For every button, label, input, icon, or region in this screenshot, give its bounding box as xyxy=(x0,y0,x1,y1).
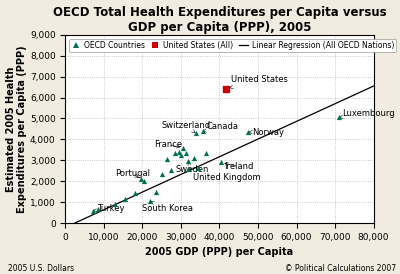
Point xyxy=(153,190,159,194)
Text: United Kingdom: United Kingdom xyxy=(188,168,260,182)
Point xyxy=(191,156,198,161)
Text: Luxembourg: Luxembourg xyxy=(339,109,395,119)
Point xyxy=(336,115,342,120)
Point xyxy=(199,129,206,134)
Point xyxy=(168,168,174,172)
Point xyxy=(180,145,186,150)
Y-axis label: Estimated 2005 Health
Expenditures per Capita (PPP): Estimated 2005 Health Expenditures per C… xyxy=(6,45,27,213)
Text: Ireland: Ireland xyxy=(224,162,254,171)
Point xyxy=(172,151,178,155)
Text: Norway: Norway xyxy=(249,128,284,137)
Text: Sweden: Sweden xyxy=(175,162,208,174)
Text: Switzerland: Switzerland xyxy=(162,121,211,133)
X-axis label: 2005 GDP (PPP) per Capita: 2005 GDP (PPP) per Capita xyxy=(146,247,294,258)
Title: OECD Total Health Expenditures per Capita versus
GDP per Capita (PPP), 2005: OECD Total Health Expenditures per Capit… xyxy=(53,5,386,33)
Point xyxy=(138,177,144,181)
Point xyxy=(164,157,171,162)
Point xyxy=(185,167,191,171)
Legend: OECD Countries, United States (All), Linear Regression (All OECD Nations): OECD Countries, United States (All), Lin… xyxy=(69,39,396,52)
Text: Turkey: Turkey xyxy=(93,204,124,213)
Point xyxy=(203,151,209,155)
Point xyxy=(90,209,96,213)
Point xyxy=(223,87,230,91)
Point xyxy=(147,199,153,203)
Point xyxy=(182,151,189,155)
Text: Canada: Canada xyxy=(203,122,238,132)
Point xyxy=(132,191,138,195)
Point xyxy=(158,172,165,176)
Point xyxy=(95,207,101,211)
Point xyxy=(185,159,191,164)
Text: Portugal: Portugal xyxy=(116,170,150,178)
Text: United States: United States xyxy=(230,75,288,89)
Point xyxy=(178,153,184,157)
Point xyxy=(195,165,202,170)
Point xyxy=(141,179,148,184)
Text: France: France xyxy=(154,140,182,149)
Point xyxy=(218,160,225,165)
Text: © Political Calculations 2007: © Political Calculations 2007 xyxy=(285,264,396,273)
Point xyxy=(245,130,252,134)
Point xyxy=(176,150,182,154)
Point xyxy=(192,131,199,135)
Point xyxy=(112,202,119,206)
Point xyxy=(122,197,128,201)
Text: South Korea: South Korea xyxy=(142,201,194,213)
Text: 2005 U.S. Dollars: 2005 U.S. Dollars xyxy=(8,264,74,273)
